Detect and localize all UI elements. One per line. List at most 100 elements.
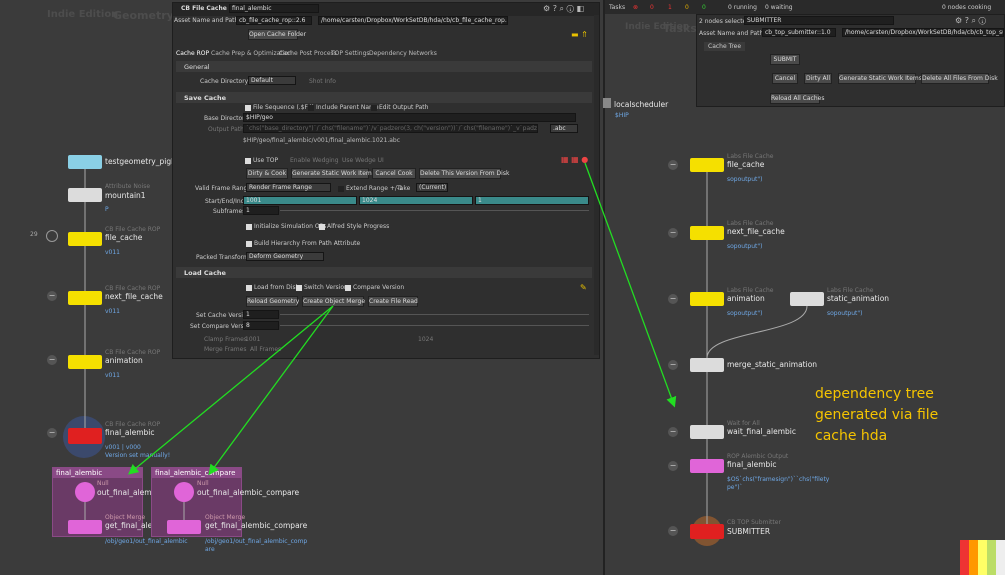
top-node-next-file-cache[interactable]: [690, 226, 724, 240]
sop-node-testgeometry[interactable]: [68, 155, 102, 169]
node-type: Object Merge: [205, 514, 246, 521]
merge-node-get-final-alembic[interactable]: [68, 520, 102, 534]
tab-cache-post[interactable]: Cache Post Process: [279, 50, 337, 57]
collapse-icon[interactable]: −: [668, 461, 678, 471]
merge-frames-select[interactable]: All Frames: [250, 346, 282, 353]
packed-select[interactable]: Deform Geometry: [246, 252, 324, 261]
edit-output-toggle[interactable]: Edit Output Path: [371, 104, 428, 111]
hierarchy-toggle[interactable]: Build Hierarchy From Path Attribute: [246, 240, 360, 247]
collapse-icon[interactable]: −: [668, 360, 678, 370]
extend-range-toggle[interactable]: Extend Range +/-1: [338, 185, 403, 192]
folder-icon[interactable]: ▬ ⇑: [571, 30, 588, 39]
reload-geometry-button[interactable]: Reload Geometry: [246, 296, 300, 307]
stop-icon[interactable]: ⊗: [633, 4, 639, 11]
selected-field[interactable]: SUBMITTER: [744, 16, 894, 25]
null-node-out-final-alembic-compare[interactable]: [174, 482, 194, 502]
load-disk-toggle[interactable]: Load from Disk: [246, 284, 299, 291]
color-palette[interactable]: [960, 540, 1005, 575]
set-cache-field[interactable]: 1: [243, 310, 279, 319]
sop-node-final-alembic[interactable]: [68, 428, 102, 444]
collapse-icon[interactable]: −: [47, 428, 57, 438]
cache-dir-select[interactable]: Default: [248, 76, 296, 85]
pin-icon[interactable]: ✎: [580, 283, 587, 292]
node-type: Labs File Cache: [827, 287, 874, 294]
top-node-wait-final-alembic[interactable]: [690, 425, 724, 439]
open-cache-folder-button[interactable]: Open Cache Folder: [248, 29, 307, 40]
tab-cache-tree[interactable]: Cache Tree: [704, 42, 746, 51]
asset-name-field[interactable]: cb_file_cache_rop::2.6: [236, 16, 312, 25]
scheduler-node[interactable]: [603, 98, 611, 108]
node-name-field[interactable]: final_alembic: [229, 4, 319, 13]
parameter-scrollbar[interactable]: [594, 15, 599, 355]
asset-path-field[interactable]: /home/carsten/Dropbox/WorkSetDB/hda/cb/c…: [842, 28, 1004, 37]
use-wedge-ui-toggle[interactable]: Use Wedge UI: [342, 157, 384, 164]
enable-wedging-toggle[interactable]: Enable Wedging: [290, 157, 339, 164]
delete-version-button[interactable]: Delete This Version From Disk: [419, 168, 510, 179]
collapse-icon[interactable]: −: [47, 355, 57, 365]
submit-button[interactable]: SUBMIT: [770, 54, 800, 65]
use-top-toggle[interactable]: Use TOP: [245, 157, 278, 164]
collapse-icon[interactable]: −: [47, 291, 57, 301]
collapse-icon[interactable]: −: [668, 526, 678, 536]
end-frame-field[interactable]: 1024: [359, 196, 473, 205]
create-object-merge-button[interactable]: Create Object Merge: [302, 296, 366, 307]
sop-node-mountain[interactable]: [68, 188, 102, 202]
compare-version-toggle[interactable]: Compare Version: [345, 284, 404, 291]
asset-path-field[interactable]: /home/carsten/Dropbox/WorkSetDB/hda/cb/c…: [318, 16, 508, 25]
subframes-slider[interactable]: [280, 210, 589, 211]
general-folder[interactable]: General: [176, 61, 592, 72]
tab-dependency-networks[interactable]: Dependency Networks: [369, 50, 437, 57]
top-node-animation[interactable]: [690, 292, 724, 306]
generate-static-button[interactable]: Generate Static Work Items: [838, 73, 922, 84]
init-sim-toggle[interactable]: Initialize Simulation OPs: [246, 223, 326, 230]
sop-node-animation[interactable]: [68, 355, 102, 369]
tab-cache-prep[interactable]: Cache Prep & Optimization: [211, 50, 292, 57]
panel-toolbar-icons[interactable]: ⚙ ? ⌕ ⓘ: [955, 16, 987, 25]
subframes-field[interactable]: 1: [243, 206, 279, 215]
collapse-icon[interactable]: −: [668, 294, 678, 304]
dirty-cook-button[interactable]: Dirty & Cook: [246, 168, 288, 179]
tab-top-settings[interactable]: TOP Settings: [331, 50, 370, 57]
cancel-button[interactable]: Cancel: [772, 73, 798, 84]
set-compare-field[interactable]: 8: [243, 321, 279, 330]
inc-frame-field[interactable]: 1: [475, 196, 589, 205]
sop-node-next-file-cache[interactable]: [68, 291, 102, 305]
valid-range-select[interactable]: Render Frame Range: [246, 183, 331, 192]
include-parent-toggle[interactable]: Include Parent Name: [308, 104, 379, 111]
panel-toolbar-icons[interactable]: ⚙ ? ⌕ ⓘ ◧: [543, 4, 585, 13]
delete-all-button[interactable]: Delete All Files From Disk: [921, 73, 998, 84]
top-node-final-alembic[interactable]: [690, 459, 724, 473]
node-sub: v011: [105, 372, 121, 379]
extension-select[interactable]: .abc: [550, 124, 578, 133]
set-cache-slider[interactable]: [280, 314, 589, 315]
sop-node-file-cache[interactable]: [68, 232, 102, 246]
tab-cache-rop[interactable]: Cache ROP: [176, 50, 210, 57]
top-node-merge-static-animation[interactable]: [690, 358, 724, 372]
network-box-title: final_alembic_compare: [152, 468, 241, 478]
merge-node-get-final-alembic-compare[interactable]: [167, 520, 201, 534]
take-select[interactable]: (Current): [416, 183, 448, 192]
top-node-submitter[interactable]: [690, 524, 724, 539]
annotation-line: dependency tree: [815, 386, 934, 402]
create-file-read-button[interactable]: Create File Read: [368, 296, 418, 307]
node-sub: v011: [105, 249, 121, 256]
dirty-all-button[interactable]: Dirty All: [804, 73, 832, 84]
base-dir-field[interactable]: $HIP/geo: [243, 113, 576, 122]
cancel-cook-button[interactable]: Cancel Cook: [372, 168, 416, 179]
alfred-toggle[interactable]: Alfred Style Progress: [319, 223, 389, 230]
top-node-static-animation[interactable]: [790, 292, 824, 306]
collapse-icon[interactable]: −: [668, 228, 678, 238]
collapse-icon[interactable]: −: [668, 160, 678, 170]
network-icons[interactable]: ▦ ▦ ●: [561, 155, 589, 164]
null-node-out-final-alembic[interactable]: [75, 482, 95, 502]
start-frame-field[interactable]: 1001: [243, 196, 357, 205]
generate-static-button[interactable]: Generate Static Work Items: [291, 168, 375, 179]
asset-name-field[interactable]: cb_top_submitter::1.0: [762, 28, 836, 37]
set-compare-slider[interactable]: [280, 325, 589, 326]
reload-all-button[interactable]: Reload All Caches: [770, 93, 825, 104]
collapse-icon[interactable]: −: [668, 427, 678, 437]
output-path-field[interactable]: `chs("base_directory")`/`chs("filename")…: [243, 124, 538, 133]
top-node-file-cache[interactable]: [690, 158, 724, 172]
file-sequence-toggle[interactable]: File Sequence (.$F4): [245, 104, 314, 111]
switch-version-toggle[interactable]: Switch Version: [296, 284, 348, 291]
